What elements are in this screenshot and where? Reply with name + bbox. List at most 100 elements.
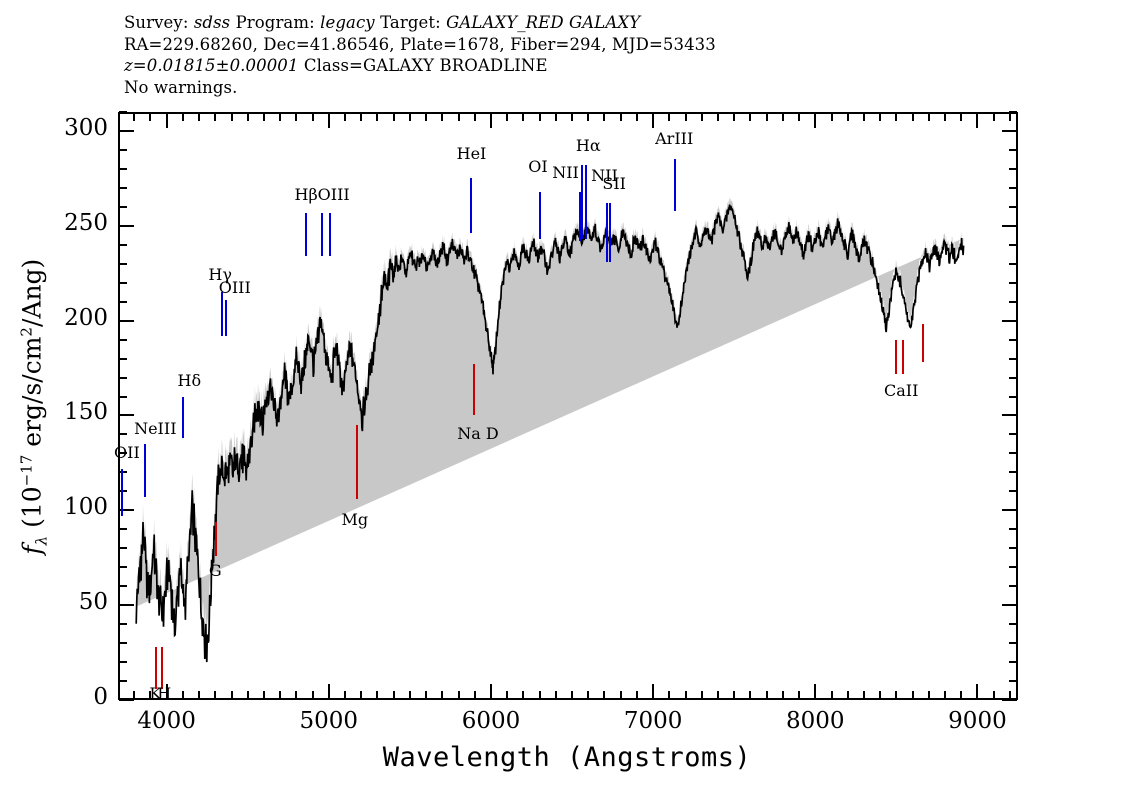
x-minor-tick (911, 691, 914, 699)
emission-line-label: OIII (317, 185, 350, 205)
x-minor-tick-top (895, 113, 898, 121)
y-minor-tick (119, 585, 127, 588)
x-minor-tick (668, 691, 671, 699)
y-minor-tick (119, 452, 127, 455)
emission-line-marker (328, 212, 331, 257)
x-major-tick-top (327, 113, 330, 128)
y-minor-tick (119, 300, 127, 303)
absorption-line-marker (214, 521, 217, 556)
target-value: GALAXY_RED GALAXY (446, 13, 641, 32)
y-minor-tick-right (1009, 433, 1017, 436)
x-minor-tick-top (133, 113, 136, 121)
y-axis-symbol-subscript: λ (32, 535, 51, 546)
y-minor-tick (119, 376, 127, 379)
absorption-line-marker (356, 424, 359, 499)
y-major-tick-right (1002, 319, 1017, 322)
y-major-tick-right (1002, 414, 1017, 417)
x-minor-tick (522, 691, 525, 699)
x-minor-tick-top (944, 113, 947, 121)
emission-line-label: NeIII (134, 418, 177, 438)
x-major-tick-top (165, 113, 168, 128)
emission-line-label: OI (528, 157, 548, 176)
y-minor-tick (119, 338, 127, 341)
emission-line-marker (608, 203, 611, 262)
y-minor-tick-right (1009, 490, 1017, 493)
y-minor-tick (119, 243, 127, 246)
x-minor-tick (781, 691, 784, 699)
x-minor-tick-top (911, 113, 914, 121)
x-minor-tick-top (457, 113, 460, 121)
emission-line-label: ArIII (655, 128, 694, 148)
x-minor-tick (749, 691, 752, 699)
y-minor-tick (119, 167, 127, 170)
x-minor-tick (635, 691, 638, 699)
x-minor-tick-top (522, 113, 525, 121)
x-minor-tick (295, 691, 298, 699)
x-minor-tick (554, 691, 557, 699)
y-minor-tick (119, 148, 127, 151)
y-minor-tick (119, 642, 127, 645)
x-minor-tick-top (376, 113, 379, 121)
emission-line-marker (469, 178, 472, 234)
x-minor-tick (571, 691, 574, 699)
x-major-tick (976, 684, 979, 699)
x-minor-tick (311, 691, 314, 699)
y-minor-tick-right (1009, 281, 1017, 284)
x-minor-tick-top (311, 113, 314, 121)
x-minor-tick (830, 691, 833, 699)
x-minor-tick-top (295, 113, 298, 121)
survey-value: sdss (193, 13, 231, 32)
emission-line-marker (144, 443, 147, 498)
emission-line-marker (578, 191, 581, 241)
x-minor-tick (992, 691, 995, 699)
x-minor-tick (149, 691, 152, 699)
metadata-line-redshift: z=0.01815±0.00001 Class=GALAXY BROADLINE (124, 55, 1024, 77)
x-minor-tick-top (360, 113, 363, 121)
x-axis-title: Wavelength (Angstroms) (382, 742, 752, 773)
emission-line-marker (182, 396, 185, 439)
y-major-tick (119, 699, 134, 701)
x-minor-tick-top (700, 113, 703, 121)
emission-line-marker (606, 203, 609, 262)
x-minor-tick-top (668, 113, 671, 121)
metadata-line-coordinates: RA=229.68260, Dec=41.86546, Plate=1678, … (124, 34, 716, 54)
emission-line-label: OIII (218, 278, 251, 298)
x-minor-tick (262, 691, 265, 699)
x-minor-tick-top (506, 113, 509, 121)
x-major-tick (814, 684, 817, 699)
x-minor-tick-top (603, 113, 606, 121)
y-minor-tick-right (1009, 566, 1017, 569)
y-axis-title: fλ (10−17 erg/s/cm2/Ang) (17, 107, 50, 707)
x-minor-tick-top (830, 113, 833, 121)
x-tick-label: 5000 (299, 708, 359, 734)
survey-prefix-label: Survey: (124, 13, 194, 32)
y-major-tick-right (1002, 699, 1017, 701)
emission-line-label: SII (602, 174, 626, 194)
y-minor-tick-right (1009, 262, 1017, 265)
x-minor-tick (279, 691, 282, 699)
x-tick-label: 9000 (948, 708, 1007, 734)
x-minor-tick-top (181, 113, 184, 121)
y-minor-tick (119, 186, 127, 189)
x-minor-tick (862, 691, 865, 699)
absorption-line-marker (154, 646, 157, 689)
absorption-line-marker (472, 364, 475, 416)
y-minor-tick-right (1009, 205, 1017, 208)
x-minor-tick (214, 691, 217, 699)
x-minor-tick (684, 691, 687, 699)
y-minor-tick (119, 281, 127, 284)
metadata-line-survey: Survey: sdss Program: legacy Target: GAL… (124, 12, 1024, 34)
x-minor-tick-top (749, 113, 752, 121)
emission-line-marker (321, 212, 324, 257)
y-minor-tick-right (1009, 338, 1017, 341)
x-minor-tick-top (765, 113, 768, 121)
x-minor-tick-top (149, 113, 152, 121)
x-major-tick-top (652, 113, 655, 128)
x-minor-tick (765, 691, 768, 699)
emission-line-label: NII (591, 166, 618, 186)
x-minor-tick (392, 691, 395, 699)
y-major-tick (119, 414, 134, 417)
y-minor-tick (119, 623, 127, 626)
x-minor-tick-top (798, 113, 801, 121)
